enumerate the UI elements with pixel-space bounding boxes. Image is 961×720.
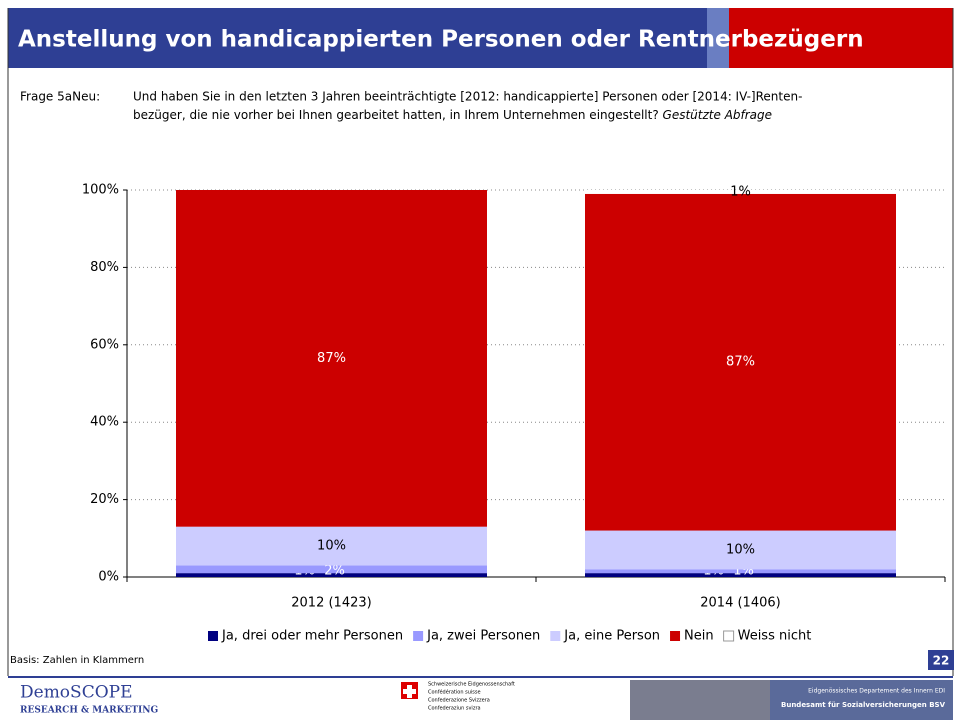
logo-sub: RESEARCH & MARKETING <box>20 706 158 716</box>
legend-label: Ja, drei oder mehr Personen <box>221 629 403 644</box>
legend-swatch <box>724 631 734 641</box>
legend-swatch <box>550 631 560 641</box>
question-text: bezüger, die nie vorher bei Ihnen gearbe… <box>133 108 659 122</box>
value-label: 10% <box>726 542 755 557</box>
swiss-text: Confederaziun svizra <box>428 706 481 712</box>
footer-banner <box>630 680 770 720</box>
logo: DemoSCOPE <box>20 683 132 703</box>
question-note: Gestützte Abfrage <box>663 108 773 122</box>
value-label: 10% <box>317 539 346 554</box>
y-tick-label: 60% <box>90 337 119 352</box>
title: Anstellung von handicappierten Personen … <box>18 27 864 53</box>
value-label: 2% <box>324 564 345 579</box>
office: Bundesamt für Sozialversicherungen BSV <box>781 701 946 709</box>
x-tick-label: 2012 (1423) <box>291 596 371 611</box>
dept: Eidgenössisches Departement des Innern E… <box>808 688 945 695</box>
legend-swatch <box>670 631 680 641</box>
question-text: bezüger, die nie vorher bei Ihnen gearbe… <box>133 108 772 122</box>
question-text: Und haben Sie in den letzten 3 Jahren be… <box>133 90 802 104</box>
y-tick-label: 0% <box>98 570 119 585</box>
value-label: 1% <box>730 184 751 199</box>
y-tick-label: 40% <box>90 415 119 430</box>
basis-note: Basis: Zahlen in Klammern <box>10 655 144 666</box>
y-tick-label: 80% <box>90 260 119 275</box>
y-tick-label: 100% <box>82 183 119 198</box>
legend-label: Ja, eine Person <box>563 629 660 644</box>
legend-swatch <box>413 631 423 641</box>
legend-swatch <box>208 631 218 641</box>
legend-label: Nein <box>684 629 714 644</box>
page-number: 22 <box>933 654 950 668</box>
x-tick-label: 2014 (1406) <box>700 596 780 611</box>
swiss-text: Confédération suisse <box>428 689 481 696</box>
y-tick-label: 20% <box>90 492 119 507</box>
value-label: 87% <box>726 355 755 370</box>
swiss-text: Confederazione Svizzera <box>428 698 490 704</box>
legend-label: Weiss nicht <box>738 629 812 644</box>
question-label: Frage 5aNeu: <box>20 90 100 104</box>
value-label: 87% <box>317 351 346 366</box>
slide: Anstellung von handicappierten Personen … <box>0 0 961 720</box>
swiss-text: Schweizerische Eidgenossenschaft <box>428 682 515 688</box>
page: Anstellung von handicappierten Personen … <box>0 0 961 720</box>
legend-label: Ja, zwei Personen <box>426 629 540 644</box>
